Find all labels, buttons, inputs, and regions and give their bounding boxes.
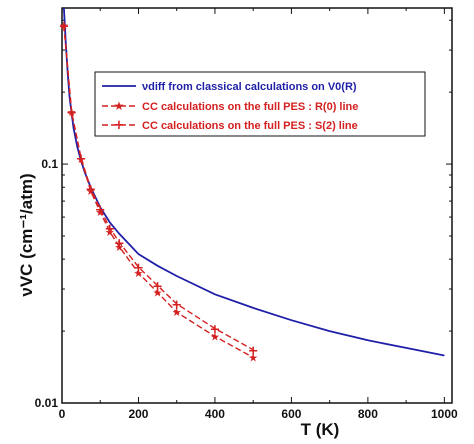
data-point-plus: + xyxy=(104,222,115,237)
data-point-plus: + xyxy=(248,344,259,359)
legend-box xyxy=(94,71,426,137)
legend-label-series-1: νdiff from classical calculations on V0(… xyxy=(142,81,357,93)
x-tick-label: 200 xyxy=(128,407,148,421)
data-point-star: ★ xyxy=(105,226,115,239)
y-axis-label: νVC (cm⁻¹/atm) xyxy=(17,173,36,296)
data-point-plus: + xyxy=(114,236,125,251)
data-point-plus: + xyxy=(66,106,77,121)
legend-label-series-2: CC calculations on the full PES : R(0) l… xyxy=(142,101,358,113)
legend: νdiff from classical calculations on V0(… xyxy=(94,71,426,137)
data-point-plus: + xyxy=(171,298,182,313)
x-tick-label: 400 xyxy=(205,407,225,421)
data-point-plus: + xyxy=(209,323,220,338)
y-tick-label: 0.01 xyxy=(35,396,59,410)
data-point-plus: + xyxy=(95,203,106,218)
data-point-star: ★ xyxy=(172,306,182,319)
x-tick-label: 0 xyxy=(59,407,66,421)
data-point-plus: + xyxy=(152,280,163,295)
legend-marker-star: ★ xyxy=(114,99,125,113)
x-tick-label: 600 xyxy=(281,407,301,421)
y-axis-ticks: 0.1 0.01 xyxy=(35,19,452,410)
data-point-star: ★ xyxy=(114,241,124,254)
data-point-plus: + xyxy=(58,20,69,35)
series-line-3 xyxy=(63,25,254,351)
x-tick-label: 800 xyxy=(358,407,378,421)
series-layer: ★★★★★★★★★★★★++++++++++++ xyxy=(58,7,445,365)
data-point-star: ★ xyxy=(95,206,105,219)
data-point-plus: + xyxy=(76,152,87,167)
data-point-plus: + xyxy=(85,183,96,198)
data-point-plus: + xyxy=(133,261,144,276)
data-point-star: ★ xyxy=(153,287,163,300)
legend-marker-plus: + xyxy=(114,118,125,133)
data-point-star: ★ xyxy=(134,267,144,280)
series-line-1 xyxy=(63,7,445,357)
data-point-star: ★ xyxy=(86,185,96,198)
data-point-star: ★ xyxy=(67,106,77,119)
legend-label-series-3: CC calculations on the full PES : S(2) l… xyxy=(142,120,358,132)
data-point-star: ★ xyxy=(210,330,220,343)
x-axis-ticks: 0 200 400 600 800 1000 xyxy=(59,8,458,421)
x-tick-label: 1000 xyxy=(431,407,458,421)
x-axis-label: T (K) xyxy=(301,420,340,439)
plot-frame xyxy=(61,7,453,404)
y-tick-label: 0.1 xyxy=(41,157,58,171)
data-point-star: ★ xyxy=(248,352,258,365)
